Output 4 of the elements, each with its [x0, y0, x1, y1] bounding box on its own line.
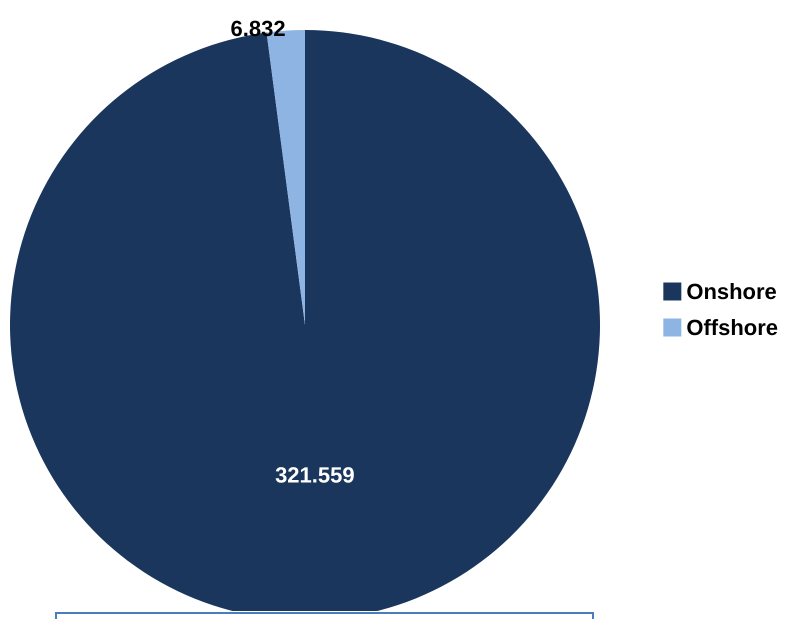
data-label: 321.559	[275, 462, 355, 488]
legend-label: Onshore	[686, 279, 777, 304]
data-label: 6.832	[230, 16, 286, 42]
legend-label: Offshore	[686, 315, 778, 340]
